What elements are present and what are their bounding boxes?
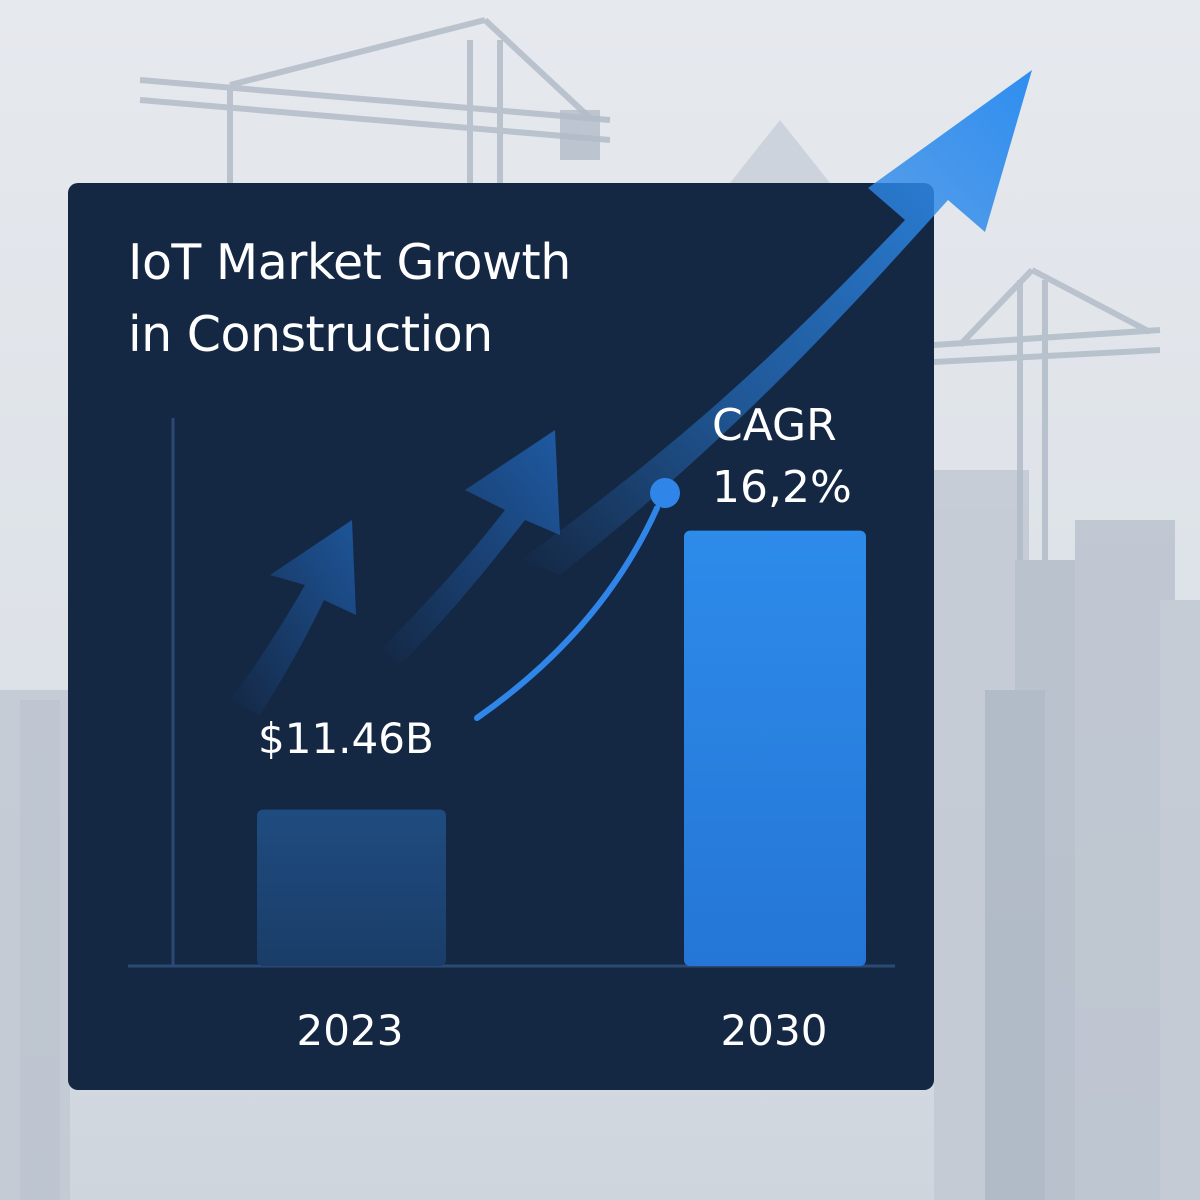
cagr-label: CAGR bbox=[712, 400, 837, 451]
x-tick-label-2023: 2023 bbox=[296, 1006, 404, 1055]
data-label-2023: $11.46B bbox=[258, 714, 434, 763]
decorative-arrow-small-2 bbox=[380, 430, 560, 665]
decorative-arrow-small-1 bbox=[230, 520, 356, 715]
growth-arrow-large bbox=[520, 70, 1032, 575]
x-tick-label-2030: 2030 bbox=[720, 1006, 828, 1055]
cagr-trend-line bbox=[474, 505, 660, 721]
chart-title-line-1: IoT Market Growth bbox=[128, 234, 571, 291]
bar-2030 bbox=[684, 530, 866, 966]
cagr-value: 16,2% bbox=[712, 462, 852, 513]
cagr-marker-dot bbox=[650, 478, 680, 508]
chart-title-line-2: in Construction bbox=[128, 306, 493, 363]
bar-2023 bbox=[257, 809, 446, 966]
